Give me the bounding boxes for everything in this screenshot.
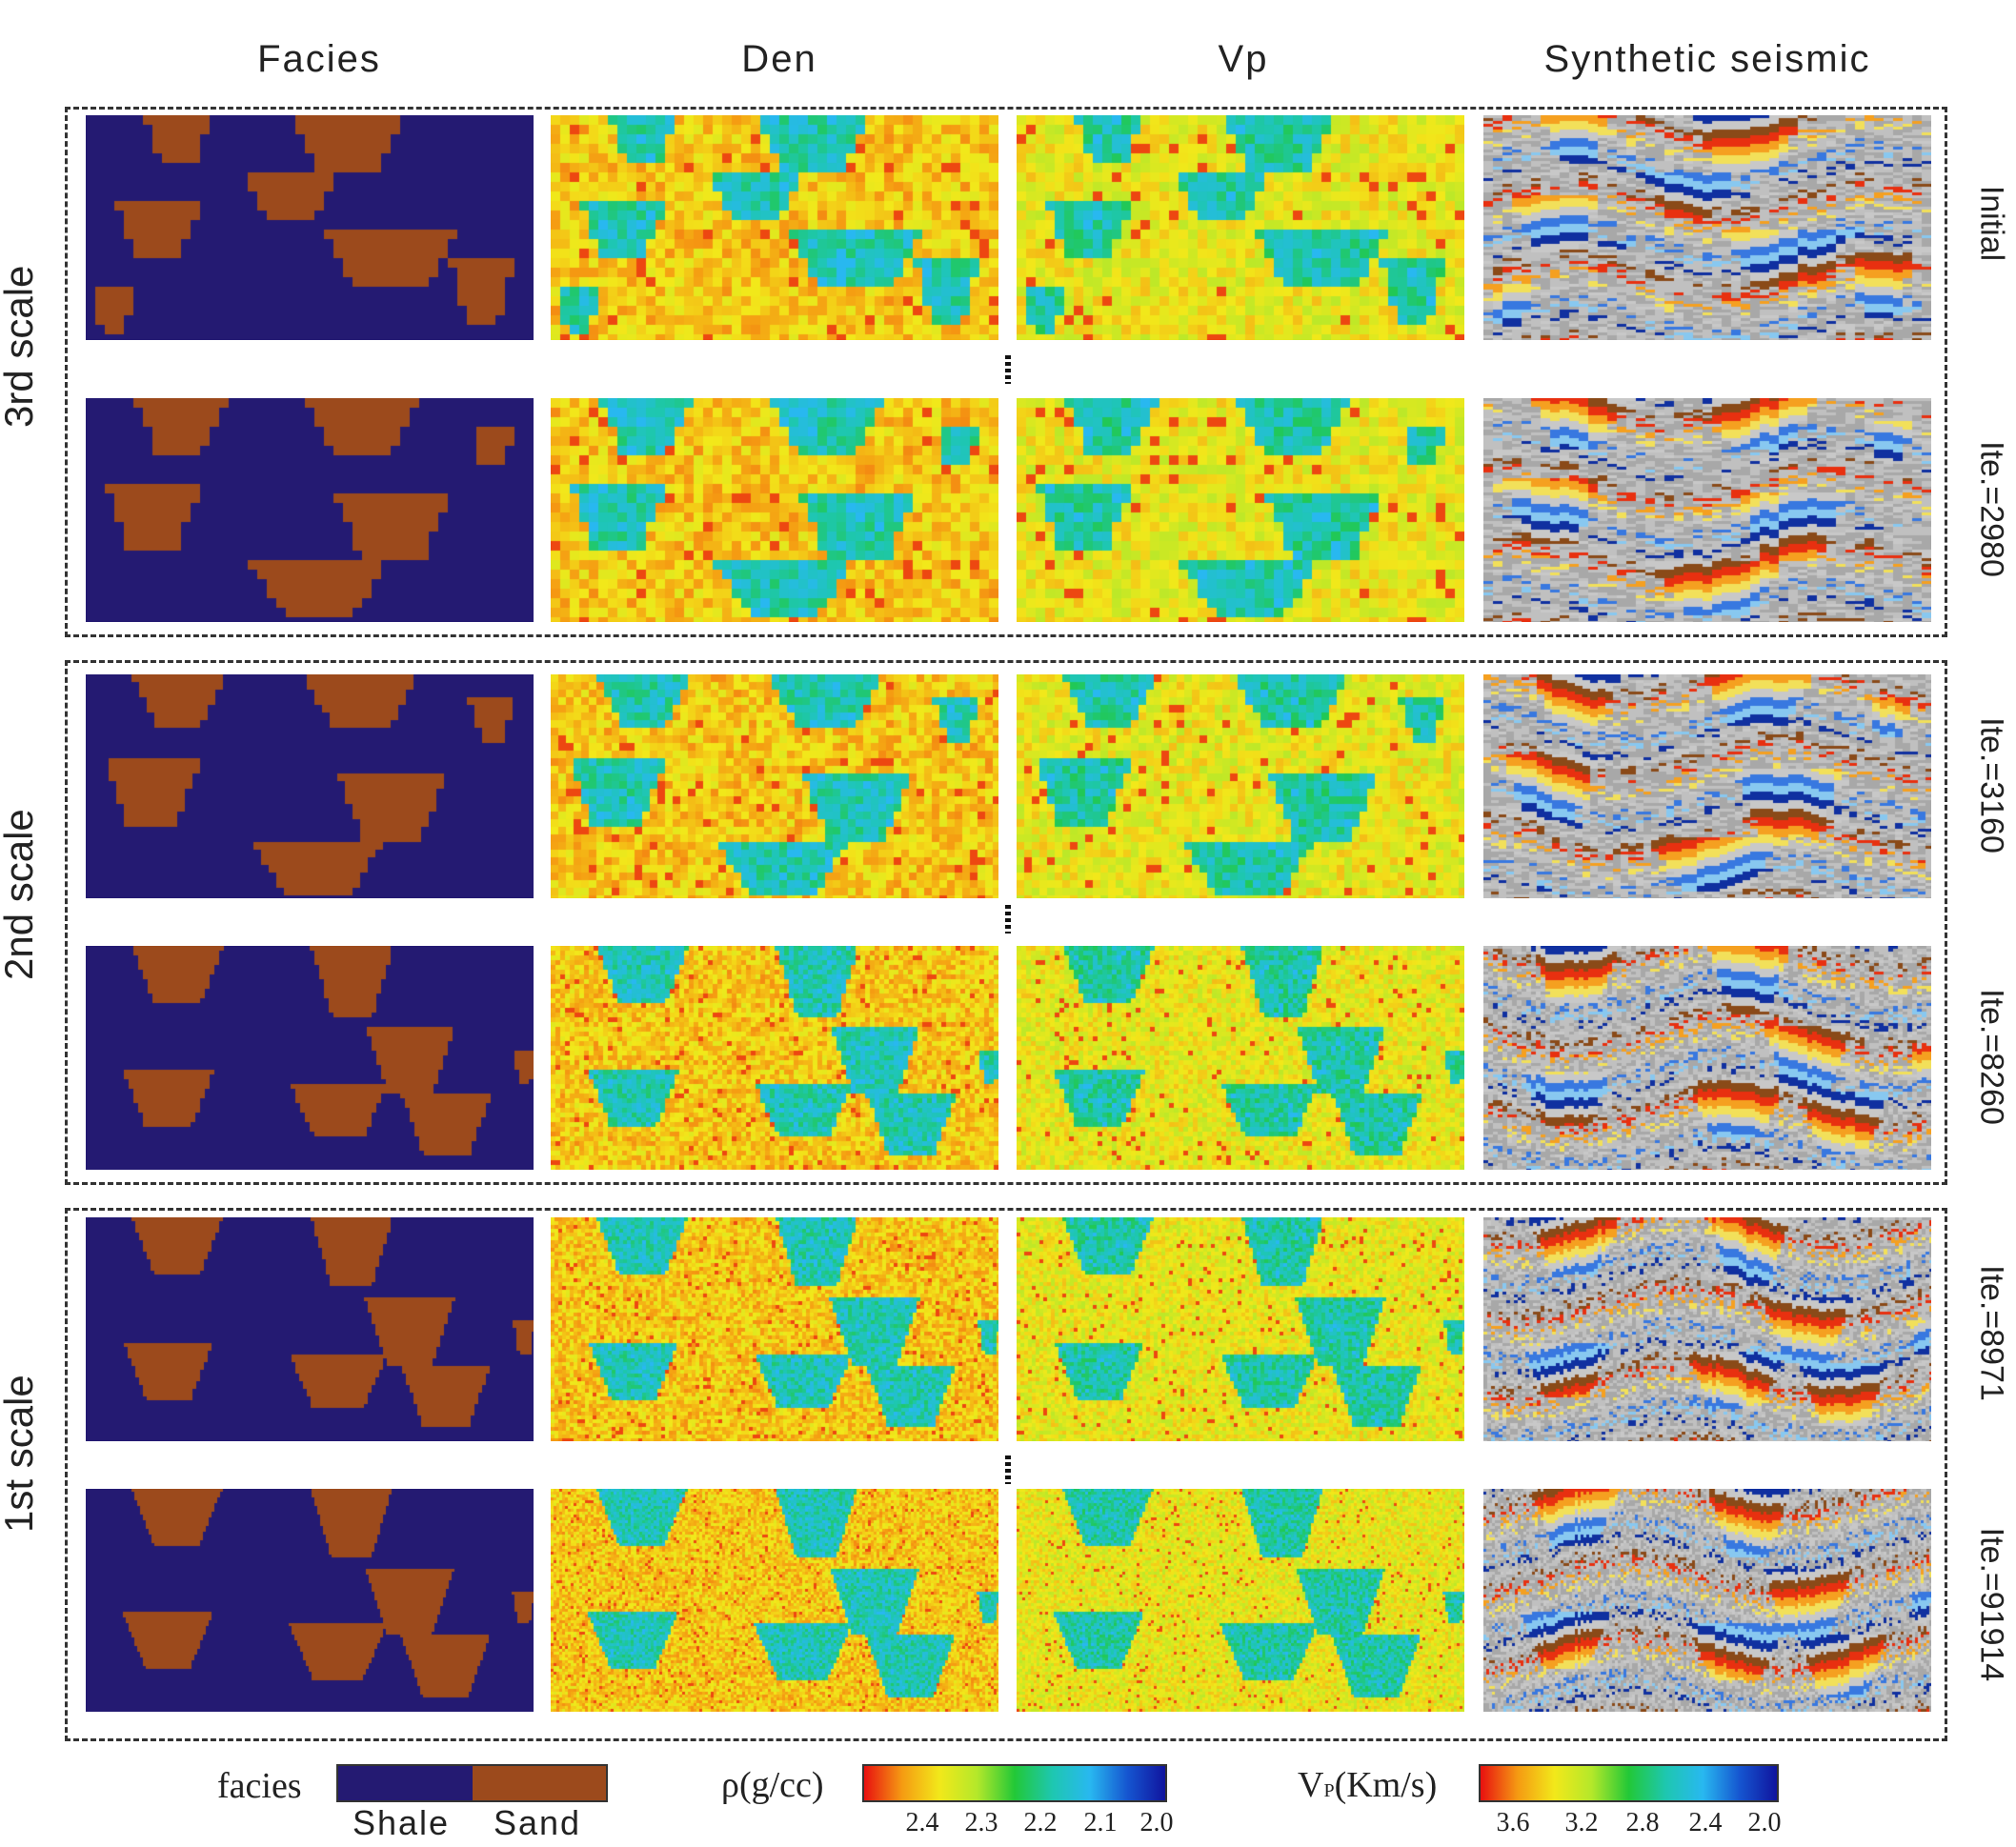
density-tick: 2.2	[1023, 1808, 1058, 1837]
panel-den-row-2	[551, 398, 998, 622]
panel-facies-row-4	[86, 946, 534, 1170]
density-tick: 2.4	[905, 1808, 939, 1837]
row-label-ite-91914: Ite.=91914	[1973, 1527, 2010, 1682]
row-label-ite-8971: Ite.=8971	[1973, 1265, 2010, 1401]
facies-colorbar	[336, 1764, 608, 1802]
legend-density-title: ρ(g/cc)	[721, 1765, 824, 1805]
vp-tick: 3.6	[1496, 1808, 1530, 1837]
density-tick: 2.3	[964, 1808, 998, 1837]
row-label-ite-3160: Ite.=3160	[1973, 717, 2010, 853]
ellipsis-marker	[1005, 355, 1011, 384]
row-label-ite-2980: Ite.=2980	[1973, 441, 2010, 577]
panel-den-row-5	[551, 1217, 998, 1441]
panel-den-row-3	[551, 674, 998, 898]
panel-den-row-4	[551, 946, 998, 1170]
panel-den-row-6	[551, 1489, 998, 1712]
column-header-facies: Facies	[257, 38, 381, 80]
panel-vp-row-6	[1017, 1489, 1464, 1712]
density-tick: 2.1	[1083, 1808, 1118, 1837]
vp-tick: 2.4	[1688, 1808, 1723, 1837]
facies-class-shale: Shale	[353, 1803, 451, 1842]
ellipsis-marker	[1005, 1456, 1011, 1484]
panel-vp-row-4	[1017, 946, 1464, 1170]
group-3rd-scale	[65, 107, 1947, 637]
panel-vp-row-1	[1017, 115, 1464, 340]
panel-vp-row-5	[1017, 1217, 1464, 1441]
column-header-den: Den	[741, 38, 817, 80]
vp-tick: 2.0	[1747, 1808, 1782, 1837]
facies-swatch-sand	[472, 1766, 606, 1800]
panel-vp-row-3	[1017, 674, 1464, 898]
panel-seis-row-4	[1483, 946, 1931, 1170]
scale-label-3rd: 3rd scale	[0, 265, 41, 428]
panel-facies-row-6	[86, 1489, 534, 1712]
panel-seis-row-2	[1483, 398, 1931, 622]
panel-seis-row-6	[1483, 1489, 1931, 1712]
legend-facies-title: facies	[217, 1766, 302, 1806]
group-2nd-scale	[65, 660, 1947, 1185]
vp-tick: 2.8	[1625, 1808, 1660, 1837]
legend-vp-title: VP(Km/s)	[1298, 1765, 1438, 1805]
facies-class-sand: Sand	[494, 1803, 582, 1842]
vp-tick: 3.2	[1564, 1808, 1599, 1837]
density-tick: 2.0	[1139, 1808, 1174, 1837]
density-colorbar	[862, 1764, 1167, 1802]
panel-seis-row-1	[1483, 115, 1931, 340]
panel-facies-row-3	[86, 674, 534, 898]
panel-facies-row-5	[86, 1217, 534, 1441]
panel-seis-row-3	[1483, 674, 1931, 898]
group-1st-scale	[65, 1208, 1947, 1741]
scale-label-1st: 1st scale	[0, 1375, 41, 1533]
column-header-vp: Vp	[1218, 38, 1269, 80]
row-label-initial: Initial	[1973, 185, 2010, 262]
facies-swatch-shale	[338, 1766, 473, 1800]
panel-seis-row-5	[1483, 1217, 1931, 1441]
vp-colorbar	[1479, 1764, 1779, 1802]
scale-label-2nd: 2nd scale	[0, 809, 41, 980]
column-header-synthetic-seismic: Synthetic seismic	[1543, 38, 1871, 80]
panel-vp-row-2	[1017, 398, 1464, 622]
panel-den-row-1	[551, 115, 998, 340]
panel-facies-row-2	[86, 398, 534, 622]
row-label-ite-8260: Ite.=8260	[1973, 989, 2010, 1125]
panel-facies-row-1	[86, 115, 534, 340]
ellipsis-marker	[1005, 905, 1011, 934]
